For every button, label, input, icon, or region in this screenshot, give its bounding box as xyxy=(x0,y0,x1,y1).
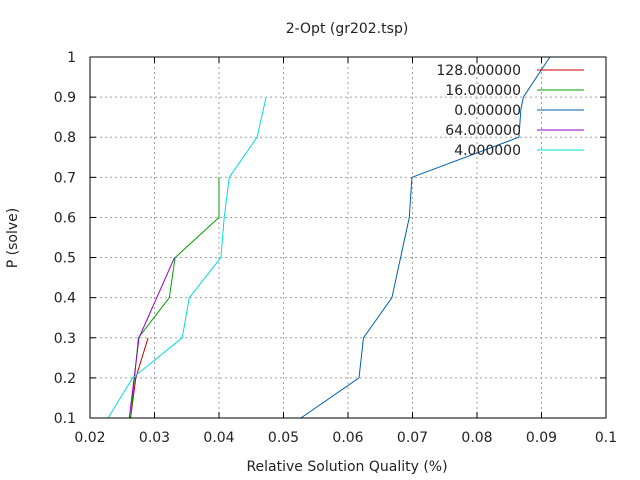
legend-label-2: 0.000000 xyxy=(454,103,521,119)
y-tick-label: 0.8 xyxy=(54,130,76,146)
x-tick-label: 0.08 xyxy=(461,430,492,446)
y-tick-label: 0.1 xyxy=(54,411,76,427)
y-tick-label: 0.4 xyxy=(54,291,76,307)
y-tick-label: 0.6 xyxy=(54,210,76,226)
legend-label-3: 64.000000 xyxy=(445,123,521,139)
y-tick-label: 0.5 xyxy=(54,251,76,267)
grid xyxy=(90,57,606,418)
x-tick-label: 0.05 xyxy=(268,430,299,446)
y-tick-label: 0.7 xyxy=(54,170,76,186)
series-line-3 xyxy=(128,257,175,419)
x-tick-label: 0.04 xyxy=(203,430,234,446)
y-tick-label: 0.3 xyxy=(54,331,76,347)
y-axis-label: P (solve) xyxy=(5,208,21,268)
chart-title: 2-Opt (gr202.tsp) xyxy=(286,21,409,37)
legend-label-4: 4.000000 xyxy=(454,143,521,159)
x-tick-label: 0.09 xyxy=(526,430,557,446)
series-line-4 xyxy=(107,96,267,419)
legend: 128.000000 16.000000 0.000000 64.000000 4.00… xyxy=(436,63,584,159)
x-tick-label: 0.07 xyxy=(397,430,428,446)
x-tick-label: 0.1 xyxy=(595,430,617,446)
y-tick-label: 0.2 xyxy=(54,371,76,387)
series-lines xyxy=(107,56,551,419)
axis-ticks: 0.02 0.03 0.04 0.05 0.06 0.07 0.08 0.09 0.1 0.1 0.… xyxy=(54,50,617,446)
y-tick-label: 0.9 xyxy=(54,90,76,106)
legend-label-0: 128.000000 xyxy=(436,63,521,79)
legend-label-1: 16.000000 xyxy=(445,83,521,99)
x-tick-label: 0.03 xyxy=(139,430,170,446)
x-axis-label: Relative Solution Quality (%) xyxy=(246,459,447,475)
y-tick-label: 1 xyxy=(67,50,76,66)
x-tick-label: 0.06 xyxy=(332,430,363,446)
series-line-2 xyxy=(300,56,551,419)
x-tick-label: 0.02 xyxy=(74,430,105,446)
